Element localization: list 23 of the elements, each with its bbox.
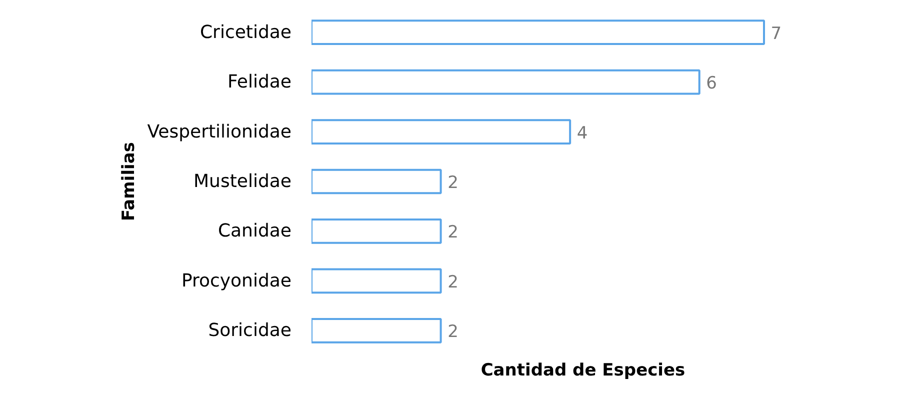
bar bbox=[312, 268, 442, 294]
data-label: 2 bbox=[448, 272, 458, 292]
bar bbox=[312, 168, 442, 194]
x-axis-title: Cantidad de Especies bbox=[480, 360, 686, 380]
data-label: 2 bbox=[448, 222, 458, 243]
bar bbox=[312, 69, 700, 95]
data-label: 2 bbox=[448, 322, 458, 342]
data-label: 6 bbox=[706, 74, 717, 94]
bar bbox=[312, 20, 765, 46]
y-tick-label: Soricidae bbox=[208, 320, 292, 342]
y-axis-title: Familias bbox=[119, 142, 140, 221]
y-tick-label: Procyonidae bbox=[181, 270, 292, 292]
y-tick-label: Mustelidae bbox=[194, 171, 292, 192]
data-label: 2 bbox=[448, 173, 458, 193]
bar bbox=[312, 318, 442, 344]
y-tick-label: Felidae bbox=[228, 72, 292, 93]
data-label: 4 bbox=[576, 123, 588, 144]
bar bbox=[312, 218, 442, 244]
bar bbox=[312, 119, 572, 144]
y-tick-label: Cricetidae bbox=[200, 22, 292, 43]
y-tick-label: Vespertilionidae bbox=[147, 121, 292, 142]
data-label: 7 bbox=[770, 24, 782, 44]
y-tick-label: Canidae bbox=[218, 220, 292, 242]
